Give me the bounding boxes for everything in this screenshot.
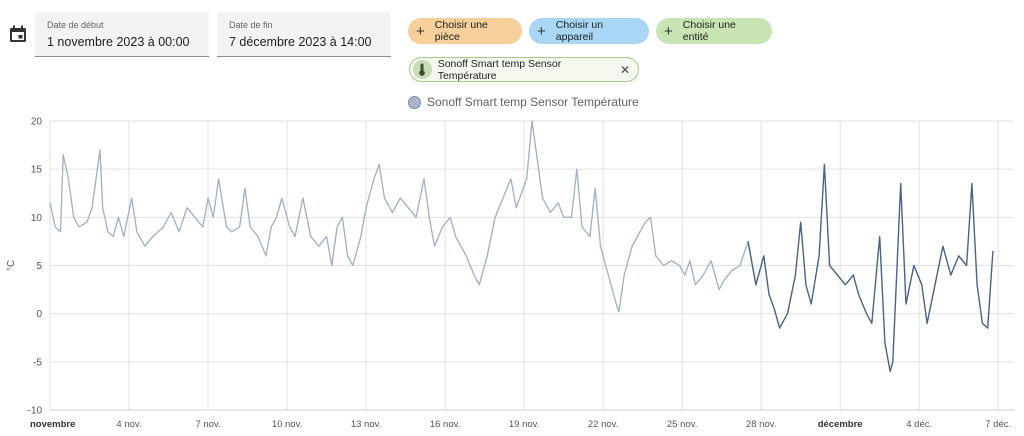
y-tick-label: 20 <box>31 117 43 128</box>
y-tick-label: 15 <box>31 165 43 176</box>
x-tick-label: 13 nov. <box>351 419 381 430</box>
x-tick-label: 7 nov. <box>195 419 220 430</box>
x-tick-label: 28 nov. <box>746 419 776 430</box>
series-line-dark <box>747 163 994 373</box>
end-date-value: 7 décembre 2023 à 14:00 <box>229 35 372 49</box>
legend-label: Sonoff Smart temp Sensor Température <box>427 95 639 109</box>
x-tick-label: 25 nov. <box>667 419 697 430</box>
start-date-field[interactable]: Date de début 1 novembre 2023 à 00:00 <box>35 12 209 57</box>
choose-device-label: Choisir un appareil <box>555 19 604 43</box>
remove-entity-icon[interactable]: ✕ <box>619 62 630 77</box>
choose-area-label: Choisir une pièce <box>434 19 488 43</box>
calendar-icon[interactable] <box>9 25 27 43</box>
chart-legend[interactable]: Sonoff Smart temp Sensor Température <box>408 95 639 109</box>
plus-icon: + <box>537 22 546 40</box>
y-tick-label: -5 <box>33 357 42 368</box>
choose-entity-button[interactable]: + Choisir une entité <box>656 18 772 44</box>
x-tick-label: 4 déc. <box>906 419 932 430</box>
x-tick-label: 22 nov. <box>588 419 618 430</box>
thermometer-icon <box>413 60 432 79</box>
y-tick-label: -10 <box>28 406 43 417</box>
x-tick-label: novembre <box>30 419 75 430</box>
y-tick-label: 10 <box>31 213 43 224</box>
choose-entity-label: Choisir une entité <box>682 19 736 43</box>
legend-swatch <box>408 95 421 109</box>
x-tick-label: 16 nov. <box>430 419 460 430</box>
choose-area-button[interactable]: + Choisir une pièce <box>408 18 522 44</box>
x-tick-label: 4 nov. <box>116 419 141 430</box>
x-tick-label: décembre <box>818 419 863 430</box>
plus-icon: + <box>664 22 673 40</box>
selected-entity-chip[interactable]: Sonoff Smart temp Sensor Température ✕ <box>409 57 639 82</box>
x-tick-label: 7 déc. <box>985 419 1011 430</box>
x-tick-label: 10 nov. <box>272 419 302 430</box>
choose-device-button[interactable]: + Choisir un appareil <box>529 18 649 44</box>
selected-entity-label: Sonoff Smart temp Sensor Température <box>437 57 562 82</box>
start-date-value: 1 novembre 2023 à 00:00 <box>47 35 190 49</box>
x-tick-label: 19 nov. <box>509 419 539 430</box>
y-tick-label: 0 <box>36 309 42 320</box>
y-tick-label: 5 <box>36 261 42 272</box>
plus-icon: + <box>416 22 425 40</box>
end-date-field[interactable]: Date de fin 7 décembre 2023 à 14:00 <box>217 12 391 57</box>
y-axis-label: °C <box>6 260 17 271</box>
series-line-light <box>49 120 757 313</box>
end-date-label: Date de fin <box>229 20 273 30</box>
start-date-label: Date de début <box>47 20 104 30</box>
